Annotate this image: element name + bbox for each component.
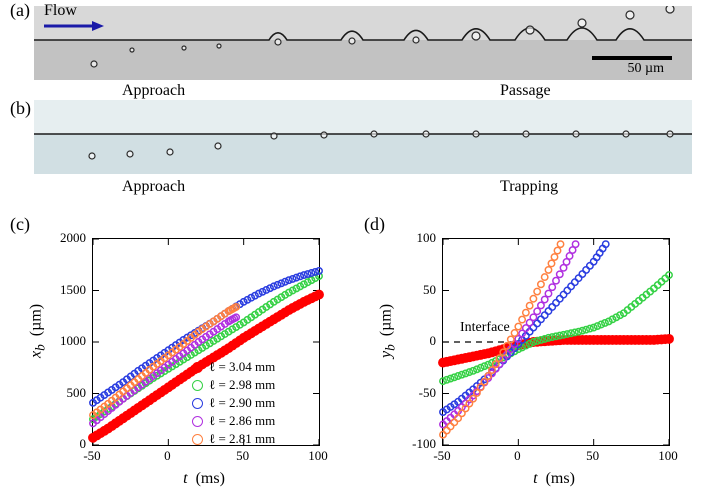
caption-b-trapping: Trapping xyxy=(500,178,558,196)
micrograph-a: 50 µm xyxy=(34,6,692,80)
legend-marker-icon xyxy=(192,416,203,427)
caption-a-passage: Passage xyxy=(500,82,551,100)
ytick-label: 0 xyxy=(430,333,437,349)
legend-item: ℓ = 3.04 mm xyxy=(192,358,275,376)
panel-label-b: (b) xyxy=(10,98,31,119)
scale-bar xyxy=(592,56,672,60)
legend-item: ℓ = 2.86 mm xyxy=(192,412,275,430)
plot-d-xlabel: t (ms) xyxy=(533,470,575,488)
legend-item: ℓ = 2.81 mm xyxy=(192,430,275,448)
legend-label: ℓ = 2.90 mm xyxy=(209,395,275,411)
legend-marker-icon xyxy=(192,362,203,373)
ytick-label: 100 xyxy=(417,230,437,246)
scale-bar-label: 50 µm xyxy=(628,61,664,77)
caption-b-approach: Approach xyxy=(122,178,185,196)
ytick-label: 0 xyxy=(80,436,87,452)
micrograph-b-svg xyxy=(34,100,692,174)
xtick-label: 50 xyxy=(236,448,249,464)
micrograph-a-svg xyxy=(34,6,692,80)
plot-c-ylabel: xb (µm) xyxy=(27,304,48,358)
plot-c-xlabel: t (ms) xyxy=(183,470,225,488)
flow-arrow-icon xyxy=(34,10,106,32)
legend-item: ℓ = 2.98 mm xyxy=(192,376,275,394)
legend-marker-icon xyxy=(192,380,203,391)
xtick-label: 0 xyxy=(514,448,521,464)
caption-a-approach: Approach xyxy=(122,82,185,100)
legend-label: ℓ = 2.81 mm xyxy=(209,431,275,447)
legend-marker-icon xyxy=(192,398,203,409)
ytick-label: -100 xyxy=(412,436,436,452)
xtick-label: 100 xyxy=(308,448,328,464)
ytick-label: 1500 xyxy=(60,282,86,298)
ytick-label: 50 xyxy=(423,282,436,298)
plot-d-svg xyxy=(443,239,669,445)
xtick-label: 50 xyxy=(586,448,599,464)
legend-label: ℓ = 3.04 mm xyxy=(209,359,275,375)
ytick-label: 1000 xyxy=(60,333,86,349)
plot-d-axes xyxy=(442,238,670,446)
panel-label-c: (c) xyxy=(10,214,30,235)
ytick-label: 2000 xyxy=(60,230,86,246)
micrograph-b xyxy=(34,100,692,174)
plot-c-legend: ℓ = 3.04 mm ℓ = 2.98 mm ℓ = 2.90 mm ℓ = 2.8… xyxy=(192,358,275,448)
plot-c: xb (µm) t (ms) ℓ = 3.04 mmℓ = 2.98 mmℓ =… xyxy=(30,228,330,488)
panel-label-a: (a) xyxy=(10,0,30,21)
figure-root: { "panel_labels": { "a": "(a)", "b": "(b… xyxy=(0,0,719,500)
legend-item: ℓ = 2.90 mm xyxy=(192,394,275,412)
plot-d-ylabel: yb (µm) xyxy=(377,304,398,358)
legend-label: ℓ = 2.98 mm xyxy=(209,377,275,393)
interface-label: Interface xyxy=(460,320,510,336)
legend-marker-icon xyxy=(192,434,203,445)
plot-d: yb (µm) t (ms) Interface -50050100-100-5… xyxy=(380,228,680,488)
xtick-label: 100 xyxy=(658,448,678,464)
legend-label: ℓ = 2.86 mm xyxy=(209,413,275,429)
ytick-label: 500 xyxy=(67,385,87,401)
ytick-label: -50 xyxy=(419,385,436,401)
xtick-label: 0 xyxy=(164,448,171,464)
